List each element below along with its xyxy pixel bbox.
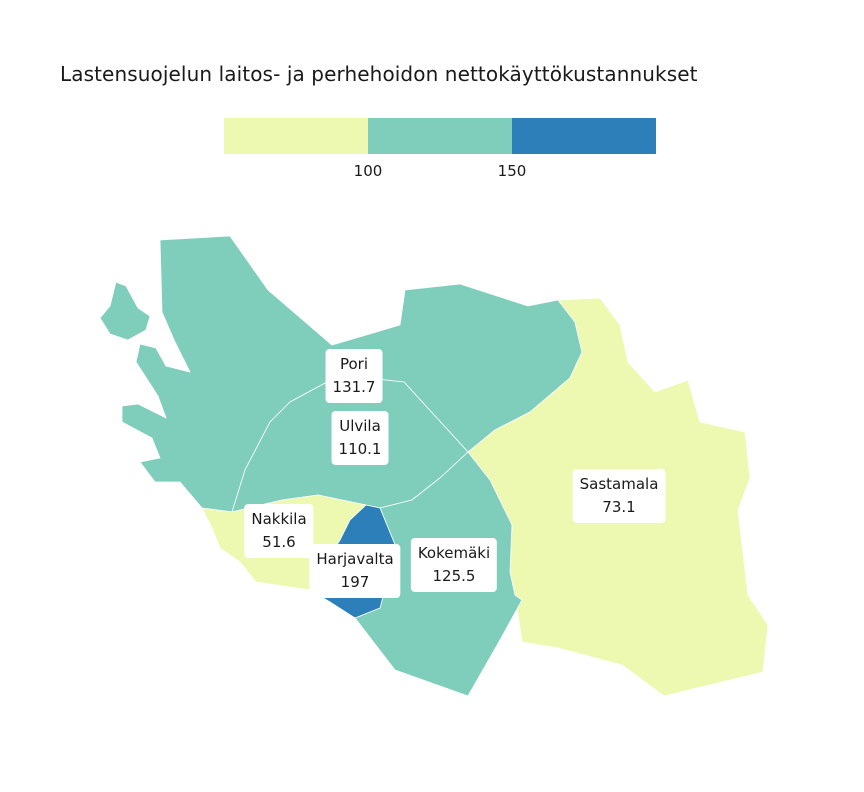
label-kokemaki: Kokemäki 125.5: [410, 538, 498, 592]
label-nakkila: Nakkila 51.6: [244, 504, 314, 558]
color-legend: [224, 118, 656, 154]
legend-tick-100: 100: [353, 162, 383, 180]
label-sastamala: Sastamala 73.1: [572, 469, 666, 523]
legend-tick-150: 150: [497, 162, 527, 180]
legend-bin-high: [512, 118, 656, 154]
label-pori: Pori 131.7: [325, 349, 383, 403]
label-ulvila: Ulvila 110.1: [331, 411, 389, 465]
label-harjavalta: Harjavalta 197: [309, 544, 401, 598]
legend-bin-mid: [368, 118, 512, 154]
legend-bin-low: [224, 118, 368, 154]
map-title: Lastensuojelun laitos- ja perhehoidon ne…: [60, 62, 698, 86]
